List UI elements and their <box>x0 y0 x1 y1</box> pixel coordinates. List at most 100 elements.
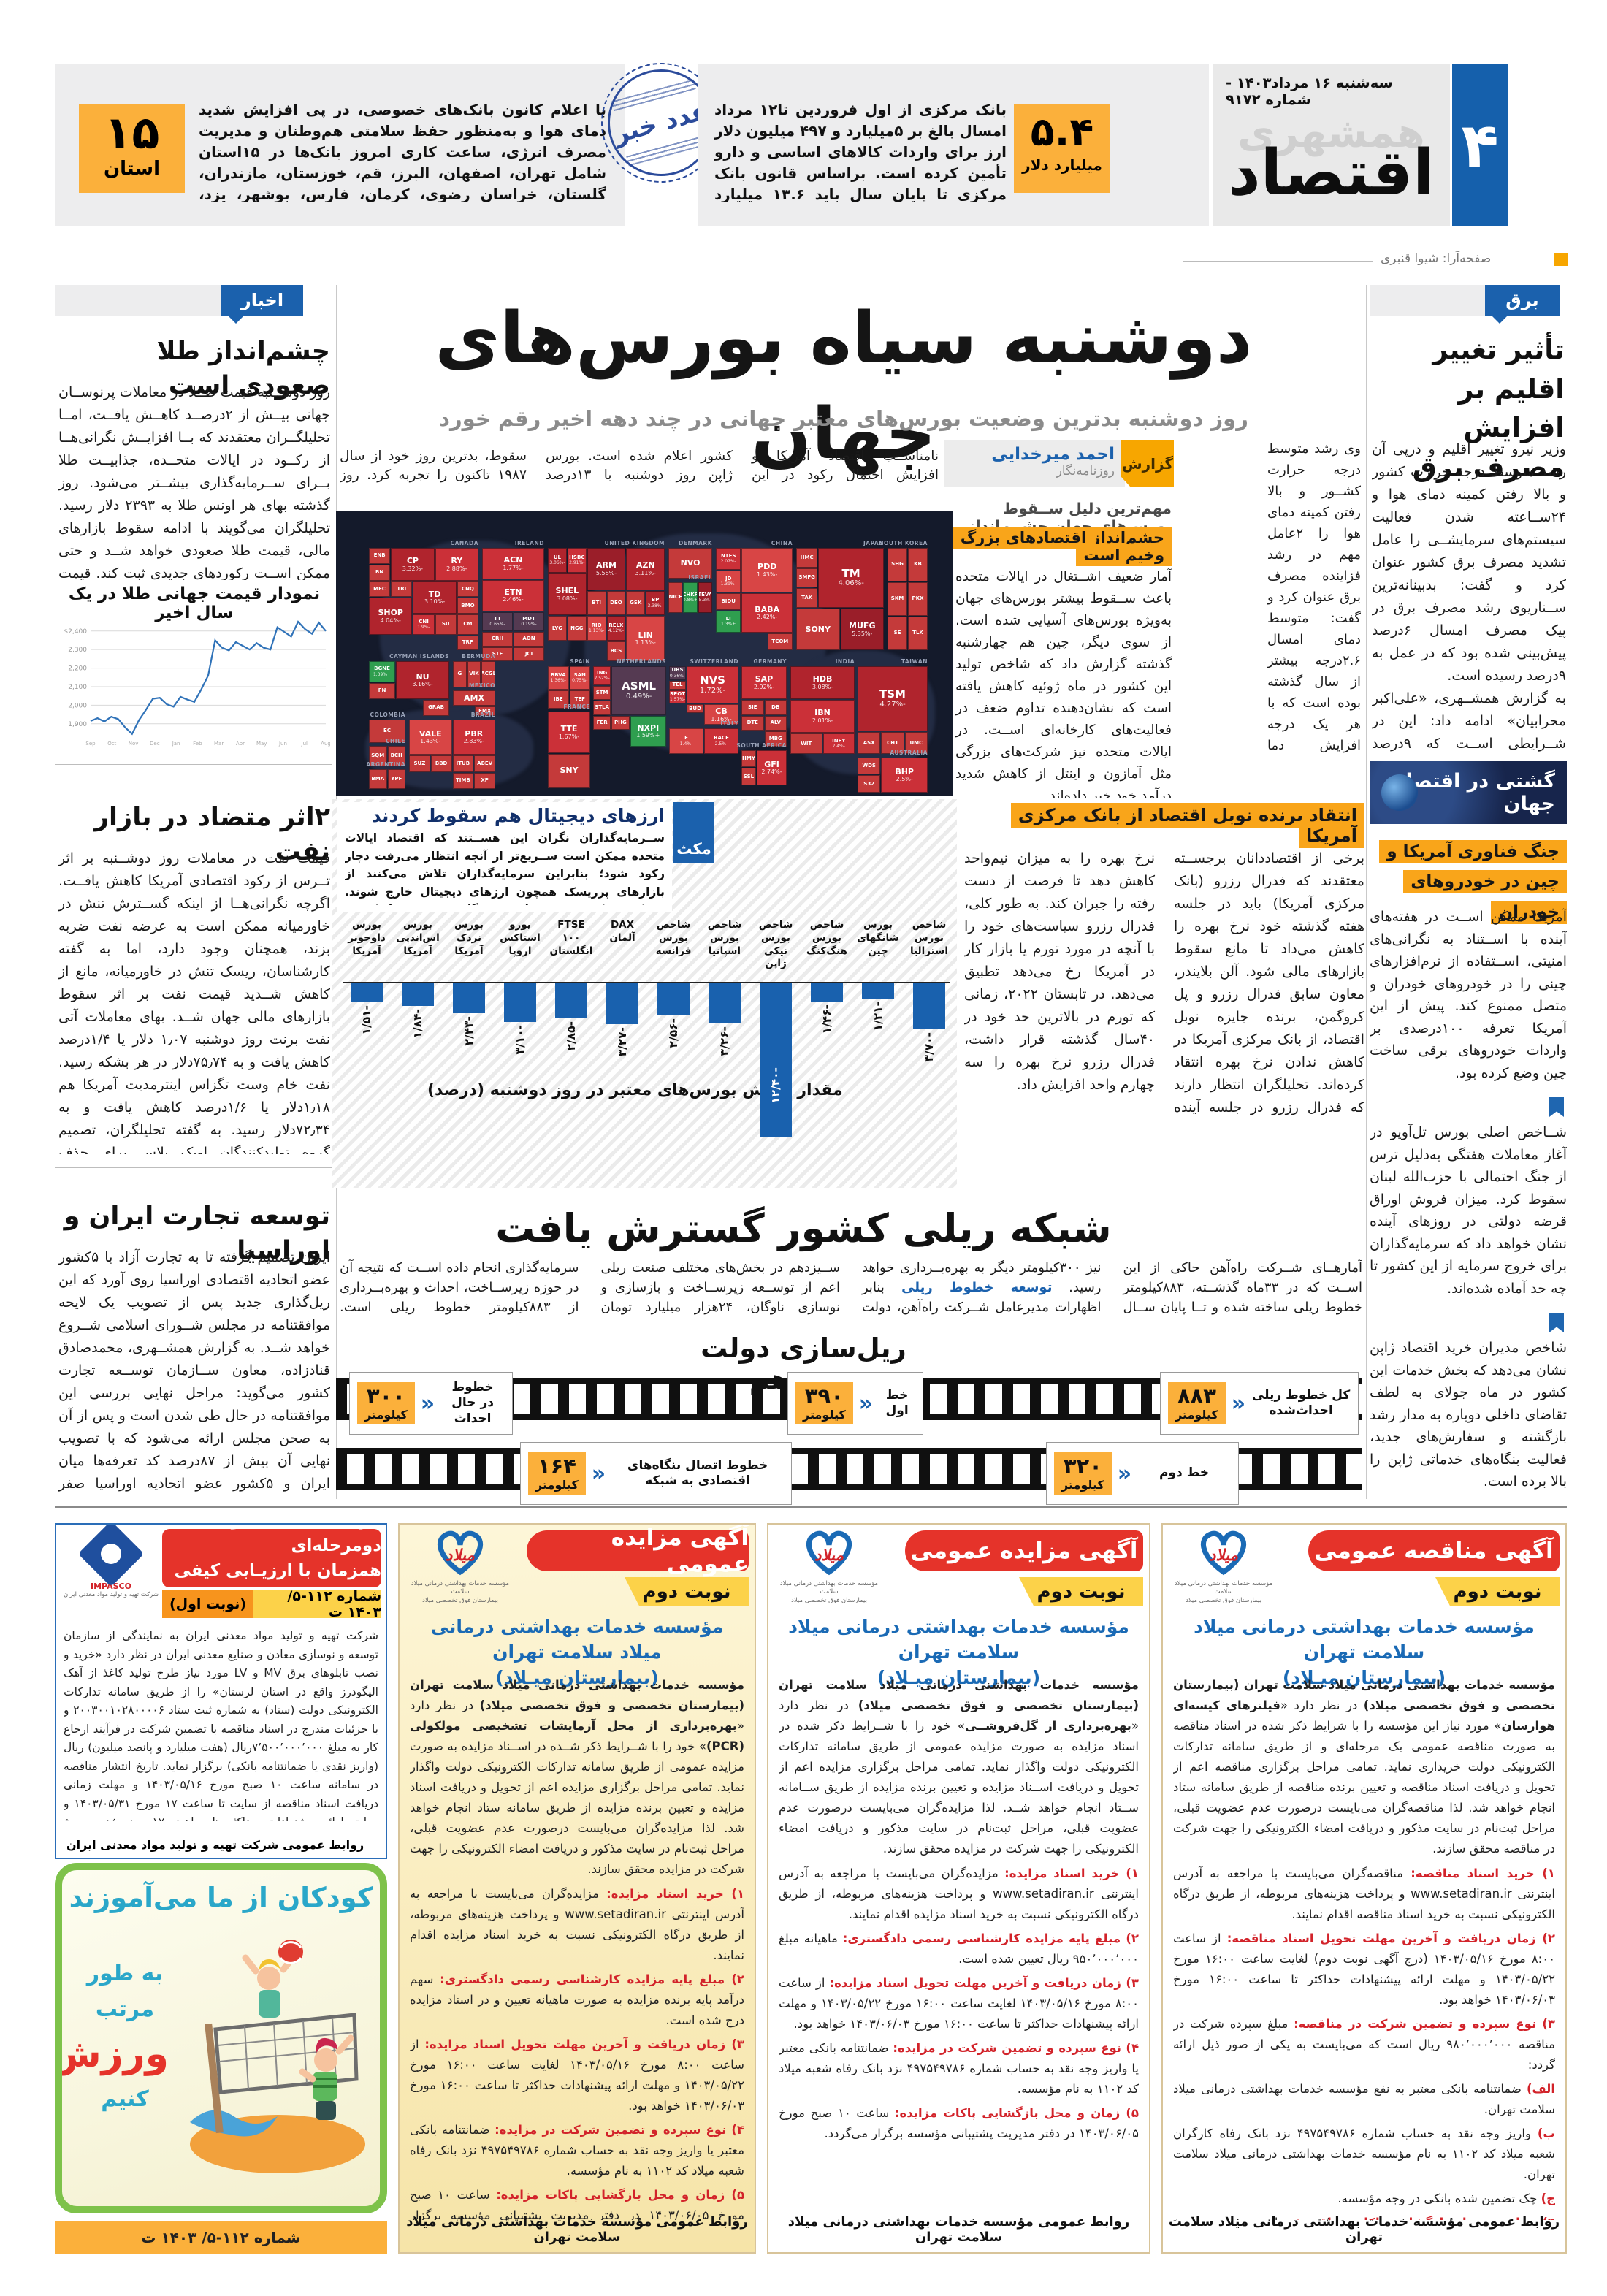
milad-ad-banner: آگهی مزایده عمومی <box>527 1525 749 1577</box>
heatmap-group-label: CAYMAN ISLANDS <box>389 653 449 660</box>
milad-ad-filter: آگهی مناقصه عمومی نوبت دوم میلاد مؤسسه خد… <box>1161 1523 1567 2254</box>
milad-ad-item: ۳) زمان دریافت و آخرین مهلت تحویل اسناد … <box>410 2037 744 2113</box>
milad-ad-item: ب) واریز وجه نقد به حساب شماره ۴۹۷۵۴۹۷۸۶… <box>1173 2127 1555 2181</box>
heatmap-tile-BP: BP -3.38% <box>646 590 665 616</box>
top-news-number-box-15: ۱۵ استان <box>79 104 185 193</box>
milad-ad-item: ۲) مبلغ پایه مزایده کارشناسی رسمی دادگست… <box>410 1972 744 2027</box>
heatmap-tile-HSBC: HSBC -2.91% <box>567 548 587 573</box>
heatmap-tile-BIDU: BIDU <box>716 593 741 610</box>
gold-article-title: چشم‌انداز طلا صعودی است <box>156 337 330 401</box>
heatmap-tile-TEF: TEF <box>569 690 590 709</box>
heatmap-tile-BABA: BABA -2.42% <box>741 593 793 633</box>
heatmap-group-spain: SPAIN SAN -0.75% BBVA -1.36% TEF IBE <box>548 658 590 709</box>
heatmap-tile-SE: SE <box>888 617 907 650</box>
heatmap-tile-PDD: PDD -1.43% <box>741 548 793 592</box>
bar-column-8: یورو استاکس اروپا -۳/۱۰ <box>500 919 541 1055</box>
heatmap-group-italy: ITALY RACE -2.5% E -1.4% <box>669 720 738 754</box>
chevron-icon: « <box>420 1390 435 1416</box>
impasco-logo-text: IMPASCO <box>91 1582 131 1591</box>
heatmap-group-label: SOUTH KOREA <box>879 540 928 546</box>
bar <box>657 983 690 1015</box>
markets-bar-chart: مقدار کاهش بورس‌های معتبر در روز دوشنبه … <box>340 919 953 1182</box>
heatmap-group-canada: CANADA RY -2.88% CP -3.32% ENB BN CNQ TD -3.10% TR… <box>369 540 478 650</box>
rail-infographic: کل خطوط ریلی احداث‌شده «۸۸۳ کیلومتر خط اول «… <box>336 1372 1362 1505</box>
heatmap-group-label: DENMARK <box>679 540 712 546</box>
milad-ad-round-tag: نوبت دوم <box>1435 1577 1560 1606</box>
byline-role: روزنامه‌نگار <box>1056 464 1115 478</box>
heatmap-group-label: ISRAEL <box>688 574 712 581</box>
heatmap-tile-FER: FER <box>593 715 611 730</box>
svg-text:2,200: 2,200 <box>68 665 87 673</box>
heatmap-group-united-kingdom: UNITED KINGDOM AZN -3.11% ARM -5.58% HSBC -2.9… <box>548 540 665 661</box>
heatmap-group-label: GERMANY <box>753 658 787 665</box>
heatmap-tile-CNQ: CNQ <box>457 581 478 598</box>
heatmap-tile-DEO: DEO <box>606 590 626 616</box>
bar <box>862 983 894 999</box>
impasco-body: شرکت تهیه و تولید مواد معدنی ایران به نم… <box>64 1629 378 1821</box>
heatmap-tile-LIN: LIN -1.13% <box>626 616 665 661</box>
impasco-number-line: شماره ۱۱۲-۵/ ۱۴۰۳ ت <box>253 1588 381 1620</box>
heatmap-tile-MUFG: MUFG -5.35% <box>840 608 884 650</box>
milad-ad-item: ۳) زمان دریافت و آخرین مهلت تحویل اسناد … <box>779 1976 1139 2031</box>
impasco-round: (نوبت اول) <box>162 1590 253 1618</box>
milad-ad-footer: روابط عمومی مؤسسه خدمات بهداشتی درمانی م… <box>787 2214 1130 2245</box>
heatmap-tile-S32: S32 <box>858 775 881 793</box>
bar-column-9: بورس نزدک آمریکا -۲/۴۳ <box>445 919 493 1182</box>
rail-badge-2: خطوط در حال احداث «۳۰۰ کیلومتر <box>349 1372 513 1435</box>
heatmap-group-label: FRANCE <box>563 703 590 710</box>
mekss-box: ارزهای دیجیتال هم سقوط کردند ســرمایه‌گذ… <box>337 802 672 912</box>
main-headline: دوشنبه سیاه بورس‌های جهان <box>435 297 1253 475</box>
byline-author: احمد میرخدایی <box>991 445 1115 464</box>
milad-ad-item: ۳) نوع سپرده و تضمین شرکت در مناقصه: مبل… <box>1173 2017 1555 2072</box>
report-section-title: چشم‌انداز اقتصادهای بزرگ وخیم است <box>953 527 1172 566</box>
heatmap-tile-SNY: SNY <box>548 753 590 788</box>
milad-ad-footer: روابط عمومی مؤسسه خدمات بهداشتی درمانی م… <box>1168 2214 1560 2245</box>
svg-text:میلاد: میلاد <box>1209 1546 1239 1565</box>
milad-ad-item: ۱) خرید اسناد مزایده: مزایده‌گران می‌بای… <box>779 1866 1139 1921</box>
top-news-number: ۱۵ <box>104 106 160 159</box>
bar <box>811 983 843 1002</box>
heatmap-tile-TEVA: TEVA -5.3% <box>698 582 712 613</box>
bar-column-5: شاخص بورس فرانسه -۲/۵۶ <box>655 919 692 1048</box>
heatmap-tile-UMC: UMC <box>904 732 928 754</box>
milad-ad-footer: روابط عمومی مؤسسه خدمات بهداشتی درمانی م… <box>406 2214 748 2245</box>
heatmap-group-france: FRANCE TTE -1.67% SNY <box>548 703 590 788</box>
world-econ-brief: شــاخص اصلی بورس تل‌آویو در آغاز معاملات… <box>1370 1124 1567 1297</box>
heatmap-tile-BGNE: BGNE +1.39% <box>369 661 395 682</box>
heatmap-tile-IBE: IBE <box>548 690 569 709</box>
heatmap-tile-SSL: SSL <box>741 768 756 785</box>
heatmap-tile-SUZ: SUZ <box>409 755 430 772</box>
heatmap-group-label: CANADA <box>450 540 478 546</box>
svg-text:Aug: Aug <box>321 741 330 747</box>
top-news-number-box-54: ۵.۴ میلیارد دلار <box>1014 104 1110 193</box>
heatmap-tile-TSM: TSM -4.27% <box>858 666 928 732</box>
kids-word: به طور <box>86 1961 164 1986</box>
bar <box>504 983 536 1022</box>
bar-column-2: شاخص بورس هنگ‌کنگ -۱/۴۶ <box>806 919 847 1034</box>
rail-badge-1: خط اول «۳۹۰ کیلومتر <box>787 1372 923 1435</box>
heatmap-tile-SPOT: SPOT -1.57% <box>669 690 686 704</box>
heatmap-tile-ETN: ETN -2.46% <box>482 579 544 611</box>
milad-ad-banner: آگهی مزایده عمومی <box>905 1530 1143 1571</box>
world-econ-brief: شاخص مدیران خرید اقتصاد ژاپن نشان می‌دهد… <box>1370 1340 1567 1490</box>
report-section-body: آمار ضعیف اشــتغال در ایالات متحده باعث … <box>955 569 1172 798</box>
heatmap-tile-NTES: NTES -2.07% <box>716 548 741 570</box>
heatmap-tile-MDT: MDT -0.19% <box>514 611 544 632</box>
heatmap-tile-HDB: HDB -3.08% <box>790 666 855 700</box>
heatmap-tile-TD: TD -3.10% <box>413 581 457 614</box>
heatmap-tile-ACN: ACN -1.77% <box>482 548 544 579</box>
milad-ad-item: ۵) زمان و محل بازگشایی پاکات مزایده: ساع… <box>410 2188 744 2220</box>
world-econ-briefs: آمریکا ممکن اســت در هفته‌های آینده با ا… <box>1370 906 1567 1499</box>
heatmap-group-label: ARGENTINA <box>366 761 405 768</box>
top-news-number: ۵.۴ <box>1030 109 1094 155</box>
heatmap-tile-RY: RY -2.88% <box>435 548 478 581</box>
heatmap-group-label: SWITZERLAND <box>690 658 738 665</box>
top-news-panel-right <box>698 64 1209 226</box>
heatmap-tile-SAN: SAN -0.75% <box>569 666 590 690</box>
heatmap-group-label: SOUTH AFRICA <box>736 742 787 749</box>
akhbar-tab-strip <box>55 285 221 316</box>
heatmap-tile-DB: DB <box>764 700 787 715</box>
chevron-icon: « <box>858 1390 874 1416</box>
heatmap-tile-CM: CM <box>457 614 478 635</box>
milad-logo: میلاد مؤسسه خدمات بهداشتی درمانی میلاد س… <box>405 1529 515 1605</box>
